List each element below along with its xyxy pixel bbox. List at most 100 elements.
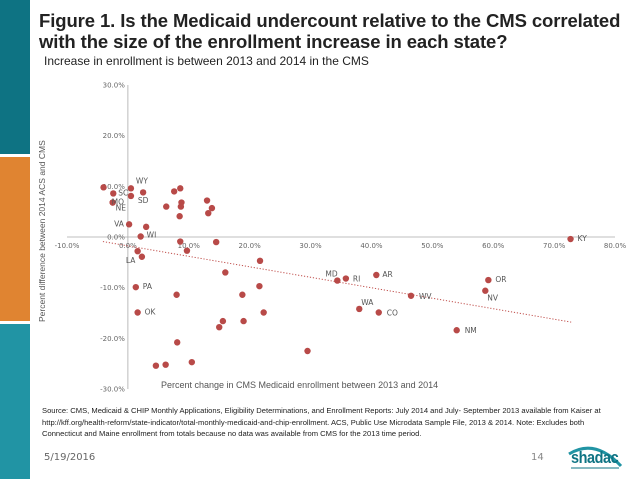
data-point (127, 185, 135, 192)
scatter-chart: -10.0% 0.0% 10.0% 20.0% 30.0% 40.0% 50.0% 60.0%… (37, 82, 627, 394)
x-tick-label: -10.0% (55, 242, 80, 250)
point-label: NV (487, 294, 499, 303)
data-point (170, 188, 178, 195)
data-point (304, 347, 311, 355)
data-point (132, 283, 140, 291)
x-tick-label: 50.0% (421, 242, 444, 250)
slide-date: 5/19/2016 (44, 452, 96, 463)
point-label: KY (578, 234, 588, 243)
data-point (453, 327, 460, 334)
data-point (342, 275, 350, 282)
point-label: WA (361, 298, 374, 307)
y-tick-label: -10.0% (100, 284, 125, 292)
x-tick-label: 60.0% (482, 242, 505, 250)
data-point (188, 358, 196, 366)
data-point (203, 197, 211, 204)
data-point (240, 317, 247, 325)
x-tick-label: 20.0% (239, 242, 262, 250)
x-tick-label: 30.0% (299, 242, 322, 250)
y-tick-label: -30.0% (100, 386, 125, 394)
data-point (173, 291, 180, 298)
slide-title: Figure 1. Is the Medicaid undercount rel… (39, 10, 621, 52)
point-label: VA (114, 219, 125, 228)
data-point (162, 361, 169, 368)
data-point (125, 221, 133, 228)
tick-labels: -10.0% 0.0% 10.0% 20.0% 30.0% 40.0% 50.0% 60.0%… (55, 82, 627, 394)
data-point (407, 292, 415, 299)
point-label: RI (353, 275, 360, 284)
data-point (163, 203, 170, 210)
source-note: Source: CMS, Medicaid & CHIP Monthly App… (42, 406, 601, 438)
data-point (109, 199, 116, 206)
point-label: OR (495, 275, 506, 284)
point-label: WY (136, 176, 148, 185)
shadac-logo: shadac (565, 440, 625, 470)
data-point (174, 339, 181, 346)
data-point (134, 247, 141, 255)
point-label: SC (118, 188, 128, 197)
data-point (567, 235, 574, 243)
point-label: NE (116, 204, 127, 213)
data-point (176, 213, 183, 220)
slide-subtitle: Increase in enrollment is between 2013 a… (44, 54, 369, 68)
point-label: AR (382, 270, 392, 279)
data-point (138, 253, 146, 260)
x-axis-title: Percent change in CMS Medicaid enrollmen… (161, 380, 438, 390)
point-label: OK (145, 307, 157, 316)
point-label: NM (465, 326, 477, 335)
data-point (177, 185, 184, 192)
y-tick-label: 0.0% (107, 234, 125, 242)
y-tick-label: 10.0% (103, 183, 126, 191)
data-point (334, 277, 341, 284)
data-point (134, 309, 141, 316)
data-point (110, 190, 117, 197)
data-point (177, 203, 185, 210)
data-point (177, 238, 184, 245)
data-point (183, 247, 191, 254)
x-tick-label: 70.0% (543, 242, 566, 250)
decorative-stripe-middle (0, 157, 30, 321)
data-point (485, 276, 492, 284)
data-point (375, 309, 382, 316)
point-label: SD (138, 196, 149, 205)
data-point (482, 287, 489, 294)
data-point (142, 223, 150, 231)
data-point (152, 362, 160, 369)
point-label: PA (143, 282, 153, 291)
data-point (212, 238, 220, 246)
x-tick-label: 10.0% (178, 242, 201, 250)
data-point (205, 209, 212, 217)
data-point (256, 257, 264, 265)
axes (67, 85, 615, 389)
x-tick-label: 0.0% (119, 242, 137, 250)
data-point (216, 323, 223, 331)
y-tick-label: -20.0% (100, 335, 125, 343)
point-label: LA (126, 256, 136, 265)
data-point (139, 189, 147, 196)
data-points (100, 184, 574, 369)
data-point (222, 269, 229, 276)
point-label: CO (387, 308, 398, 317)
point-label: MO (112, 198, 124, 207)
decorative-stripe-bottom (0, 324, 30, 479)
point-label: WI (147, 230, 157, 239)
y-axis-title: Percent difference between 2014 ACS and … (37, 140, 47, 322)
decorative-stripe-top (0, 0, 30, 154)
y-tick-label: 30.0% (103, 82, 126, 90)
data-point (356, 305, 363, 313)
y-tick-label: 20.0% (103, 132, 126, 140)
point-label: MD (325, 270, 337, 279)
logo-arc-icon (568, 446, 623, 469)
data-point (219, 317, 227, 325)
data-point (256, 282, 263, 290)
data-point (208, 204, 216, 212)
data-point (373, 271, 380, 279)
data-point (137, 233, 144, 240)
data-point (260, 309, 267, 316)
logo-text: shadac (571, 448, 619, 467)
page-number: 14 (531, 452, 544, 463)
data-point (127, 192, 135, 200)
x-tick-label: 40.0% (360, 242, 383, 250)
data-point (239, 291, 246, 298)
